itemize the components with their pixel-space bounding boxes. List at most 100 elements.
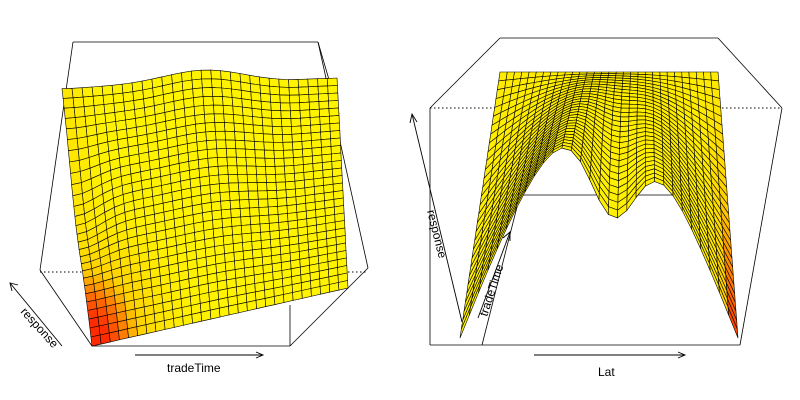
left-surface-facet — [278, 78, 290, 88]
left-surface-facet — [81, 86, 94, 98]
right-surface-facet — [644, 143, 655, 149]
left-surface-facet — [223, 113, 235, 124]
left-surface-facet — [127, 326, 139, 339]
left-surface-facet — [267, 206, 279, 216]
left-surface-facet — [203, 104, 215, 115]
left-surface-facet — [293, 156, 304, 166]
left-surface-facet — [309, 108, 321, 118]
left-surface-facet — [322, 168, 334, 179]
left-surface-facet — [196, 140, 208, 152]
left-surface-facet — [204, 113, 216, 124]
left-surface-facet — [218, 305, 230, 318]
left-surface-facet — [111, 83, 124, 95]
right-surface-facet — [636, 115, 646, 121]
left-surface-facet — [294, 179, 306, 190]
left-surface-facet — [285, 180, 296, 191]
right-surface-facet — [703, 71, 712, 81]
left-surface-facet — [273, 294, 285, 305]
left-surface-facet — [272, 133, 284, 143]
left-surface-facet — [226, 156, 238, 167]
left-surface-facet — [331, 152, 342, 162]
right-zaxis-label: response — [424, 208, 450, 260]
left-surface-facet — [244, 140, 256, 151]
left-surface-facet — [215, 130, 226, 141]
left-surface-facet — [328, 282, 340, 293]
left-surface-facet — [200, 309, 212, 322]
left-surface-facet — [291, 133, 303, 143]
left-surface-facet — [330, 145, 342, 155]
left-surface-facet — [270, 109, 282, 119]
left-surface-facet — [104, 112, 117, 124]
left-surface-facet — [265, 173, 277, 183]
left-surface-facet — [71, 87, 84, 99]
left-surface-facet — [311, 146, 323, 157]
left-surface-facet — [192, 87, 204, 99]
left-surface-facet — [69, 160, 81, 174]
left-surface-facet — [277, 213, 289, 223]
left-surface-facet — [72, 96, 85, 108]
left-surface-facet — [283, 292, 294, 303]
left-surface-facet — [236, 165, 248, 175]
left-surface-facet — [276, 189, 287, 199]
right-xaxis-label: Lat — [598, 365, 615, 379]
left-surface-facet — [319, 284, 331, 295]
left-surface-facet — [281, 126, 293, 135]
left-surface-facet — [276, 197, 288, 207]
left-surface-facet — [234, 131, 246, 142]
left-surface-facet — [321, 146, 332, 156]
left-surface-facet — [279, 94, 291, 104]
left-surface-facet — [235, 148, 247, 158]
left-surface-facet — [259, 76, 270, 87]
left-surface-facet — [258, 206, 270, 217]
left-surface-facet — [208, 174, 220, 186]
left-surface-facet — [228, 303, 239, 316]
left-surface-facet — [271, 117, 283, 127]
left-surface-facet — [273, 150, 285, 159]
left-surface-facet — [136, 324, 148, 337]
left-surface-facet — [204, 122, 216, 133]
left-surface-facet — [329, 122, 341, 132]
left-surface-facet — [90, 334, 102, 347]
left-surface-facet — [317, 78, 329, 87]
left-surface-facet — [241, 98, 253, 109]
left-surface-facet — [113, 101, 126, 113]
left-surface-facet — [256, 174, 267, 184]
left-surface-facet — [318, 100, 330, 110]
left-surface-facet — [145, 322, 157, 334]
left-surface-facet — [242, 249, 254, 260]
left-surface-facet — [213, 113, 225, 123]
left-surface-facet — [284, 165, 295, 175]
right-box-edge — [739, 107, 783, 346]
left-surface-facet — [266, 181, 277, 192]
left-surface-facet — [237, 174, 249, 184]
left-surface-facet — [255, 165, 267, 175]
right-surface-facet — [636, 107, 646, 113]
left-surface-facet — [207, 157, 219, 168]
left-surface-facet — [163, 318, 175, 330]
left-surface-facet — [211, 209, 223, 221]
left-surface-facet — [259, 222, 271, 233]
left-surface-facet — [260, 100, 272, 111]
left-surface-facet — [222, 96, 234, 107]
left-surface-facet — [64, 117, 77, 130]
left-surface-facet — [284, 172, 296, 183]
left-surface-facet — [242, 241, 253, 252]
left-surface-facet — [313, 177, 324, 187]
left-surface-facet — [251, 99, 262, 110]
left-surface-facet — [221, 217, 233, 228]
right-surface-facet — [644, 139, 655, 145]
left-surface-facet — [220, 78, 232, 90]
left-surface-facet — [240, 224, 252, 235]
left-surface-facet — [319, 123, 331, 133]
left-surface-facet — [62, 97, 75, 109]
left-surface-facet — [206, 139, 218, 150]
left-surface-facet — [205, 130, 217, 142]
right-surface-facet — [628, 107, 638, 113]
left-surface-facet — [251, 107, 263, 118]
left-surface-facet — [252, 116, 264, 127]
left-surface-facet — [230, 216, 242, 227]
right-surface-facet — [628, 100, 638, 105]
left-surface-facet — [303, 163, 314, 173]
left-surface-facet — [154, 320, 166, 332]
left-surface-facet — [264, 157, 276, 167]
